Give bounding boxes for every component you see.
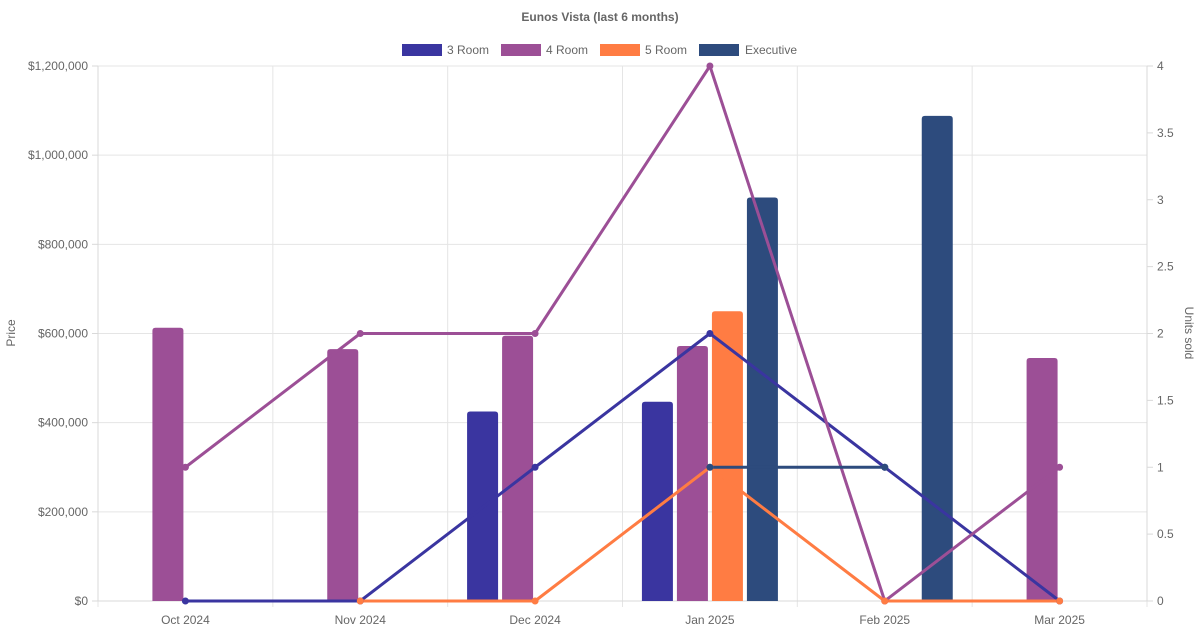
bar-4-room-dec-2024[interactable] [502, 335, 534, 601]
point-4-room-nov-2024[interactable] [356, 330, 364, 337]
legend-label-executive: Executive [745, 43, 797, 57]
bar-4-room-nov-2024[interactable] [327, 349, 359, 601]
point-3-room-oct-2024[interactable] [181, 597, 189, 605]
y2-tick-label: 1 [1157, 460, 1164, 474]
line-4-room-units [183, 64, 1062, 603]
bar-3-room-jan-2025[interactable] [641, 401, 673, 601]
legend[interactable]: 3 Room 4 Room 5 Room Executive [402, 43, 797, 57]
y-tick-label: $1,200,000 [28, 59, 88, 73]
y-tick-label: $800,000 [38, 237, 88, 251]
axes: $0 $200,000 $400,000 $600,000 $800,000 $1,000… [28, 59, 1174, 627]
x-tick-label: Mar 2025 [1034, 613, 1085, 627]
point-4-room-mar-2025[interactable] [1056, 463, 1064, 471]
gridlines [97, 65, 1148, 607]
legend-swatch-4-room [501, 44, 541, 56]
legend-label-3-room: 3 Room [447, 43, 489, 57]
point-4-room-jan-2025[interactable] [706, 62, 714, 70]
y-tick-label: $400,000 [38, 416, 88, 430]
legend-item-executive[interactable]: Executive [699, 43, 797, 57]
legend-item-3-room[interactable]: 3 Room [402, 43, 489, 57]
x-tick-label: Nov 2024 [335, 613, 387, 627]
point-executive-jan-2025[interactable] [706, 463, 714, 471]
y2-tick-label: 4 [1157, 59, 1164, 73]
point-5-room-dec-2024[interactable] [531, 597, 539, 605]
y2-tick-label: 2.5 [1157, 260, 1174, 274]
x-tick-label: Jan 2025 [685, 613, 735, 627]
x-tick-label: Dec 2024 [509, 613, 561, 627]
y2-tick-label: 0 [1157, 594, 1164, 608]
legend-label-5-room: 5 Room [645, 43, 687, 57]
y2-tick-label: 3.5 [1157, 126, 1174, 140]
legend-swatch-executive [699, 44, 739, 56]
y2-axis-title: Units sold [1182, 307, 1196, 360]
point-5-room-feb-2025[interactable] [881, 597, 889, 605]
point-3-room-dec-2024[interactable] [531, 463, 539, 471]
y-tick-label: $600,000 [38, 327, 88, 341]
legend-item-5-room[interactable]: 5 Room [600, 43, 687, 57]
point-5-room-mar-2025[interactable] [1056, 597, 1064, 605]
point-5-room-nov-2024[interactable] [356, 597, 364, 605]
legend-swatch-5-room [600, 44, 640, 56]
y2-tick-label: 0.5 [1157, 527, 1174, 541]
bars [152, 115, 1058, 602]
point-3-room-jan-2025[interactable] [706, 330, 714, 337]
x-tick-label: Oct 2024 [161, 613, 210, 627]
point-4-room-dec-2024[interactable] [531, 330, 539, 337]
legend-label-4-room: 4 Room [546, 43, 588, 57]
y-tick-label: $0 [75, 594, 89, 608]
legend-swatch-3-room [402, 44, 442, 56]
y-tick-label: $1,000,000 [28, 148, 88, 162]
y2-tick-label: 1.5 [1157, 393, 1174, 407]
x-tick-label: Feb 2025 [859, 613, 910, 627]
bar-4-room-oct-2024[interactable] [152, 327, 184, 601]
points [181, 62, 1064, 605]
bar-executive-feb-2025[interactable] [921, 115, 953, 601]
legend-item-4-room[interactable]: 4 Room [501, 43, 588, 57]
y2-tick-label: 2 [1157, 327, 1164, 341]
line-5-room-units [358, 465, 1062, 603]
line-3-room-units [183, 332, 1062, 603]
chart-title: Eunos Vista (last 6 months) [521, 10, 678, 24]
y2-tick-label: 3 [1157, 193, 1164, 207]
y-axis-title: Price [4, 319, 18, 347]
bar-4-room-jan-2025[interactable] [676, 345, 708, 601]
y-tick-label: $200,000 [38, 505, 88, 519]
bar-5-room-jan-2025[interactable] [711, 311, 743, 601]
point-executive-feb-2025[interactable] [881, 463, 889, 471]
point-4-room-oct-2024[interactable] [181, 463, 189, 471]
